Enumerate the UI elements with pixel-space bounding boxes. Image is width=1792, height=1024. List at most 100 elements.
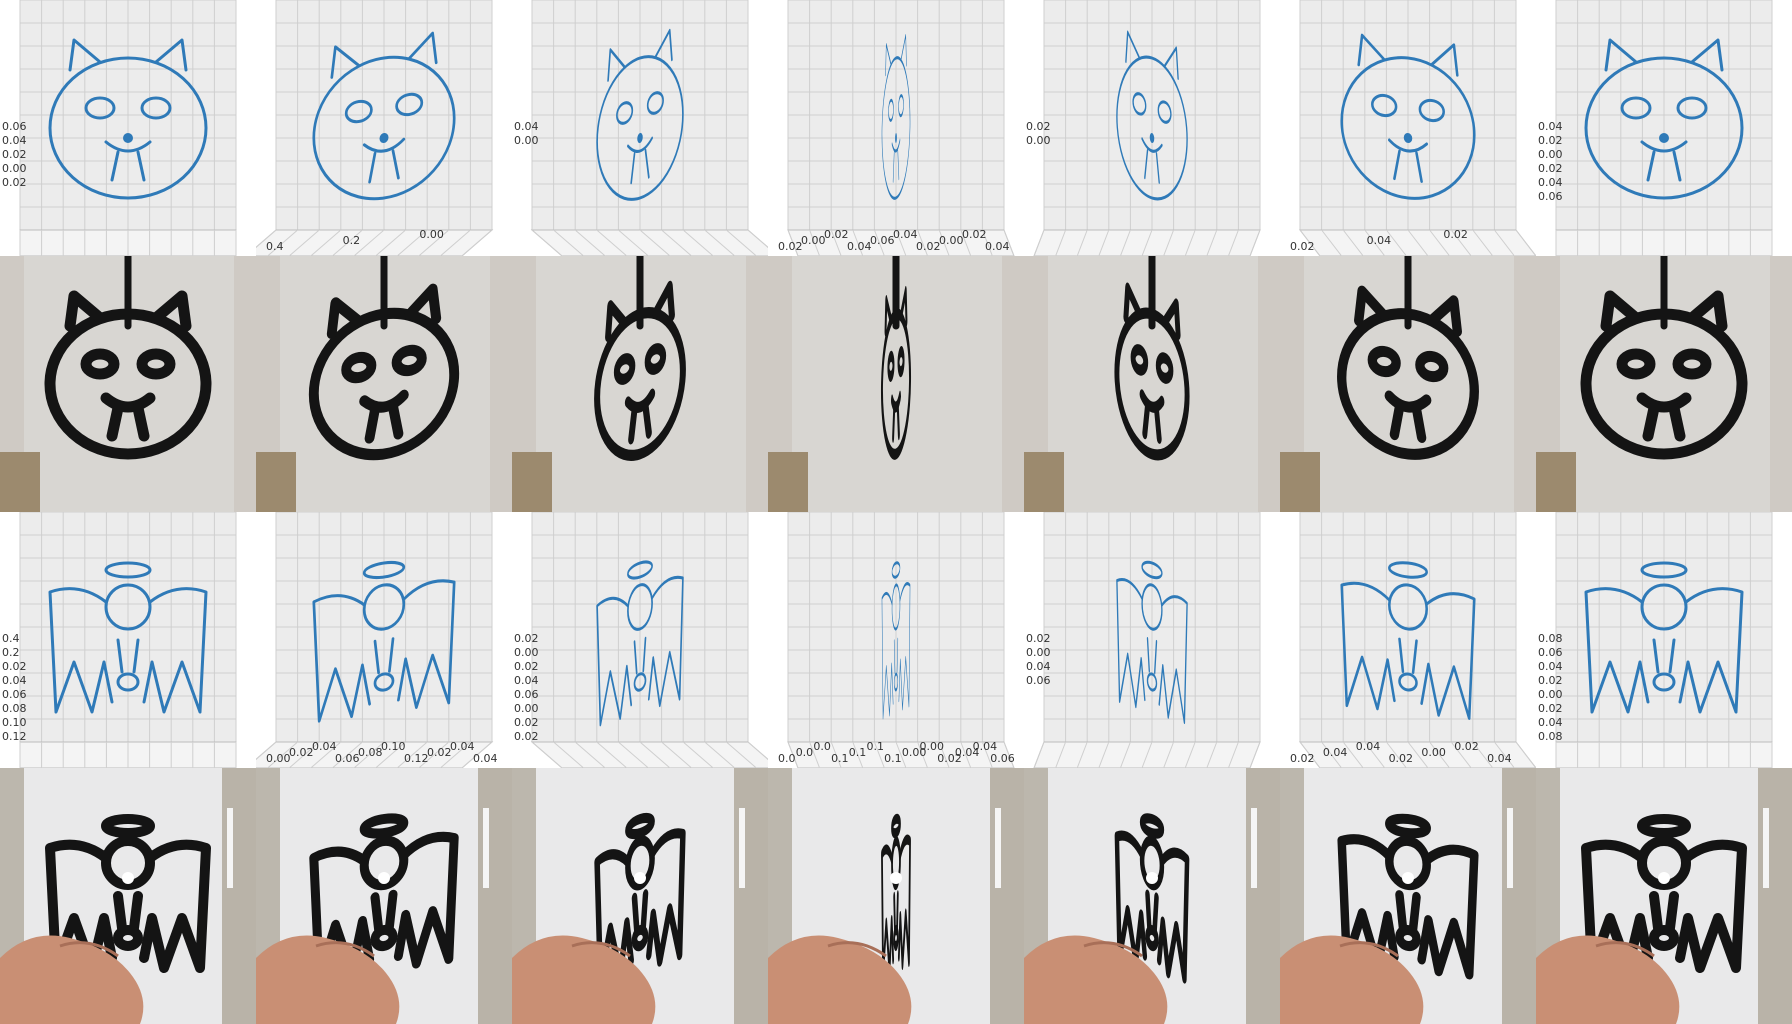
plot-grid [1298, 512, 1536, 768]
photos-hanging-print-panel-6 [1280, 256, 1536, 512]
photos-hanging-print-panel-5 [1024, 256, 1280, 512]
axis-tick-labels: 0.000.020.040.060.080.100.120.020.040.04 [266, 740, 498, 765]
hand [768, 935, 912, 1024]
tick-label: 0.12 [2, 730, 27, 743]
photos-hanging-print-panel-3 [512, 256, 768, 512]
axis-tick-labels: 0.060.040.020.000.02 [2, 120, 27, 189]
angel-printed-ornament [1114, 813, 1190, 984]
tick-label: 0.06 [1026, 674, 1051, 687]
axis-tick-labels: 0.020.000.020.040.060.040.020.000.020.04 [778, 228, 1010, 253]
tick-label: 0.02 [427, 746, 452, 759]
tick-label: 0.04 [1356, 740, 1381, 753]
tick-label: 0.4 [2, 632, 20, 645]
3d-plot-renders-panel-6: 0.02 0.04 0.02 [1280, 0, 1536, 256]
3d-plot-renders-panel-3: 0.02 0.00 0.02 0.04 0.06 0.00 0.02 0.02 [512, 512, 768, 768]
angel-printed-ornament [1337, 813, 1479, 980]
axis-tick-labels: 0.02 0.04 0.04 0.02 0.00 0.02 0.04 [1290, 740, 1512, 765]
tick-label: 0.02 [1026, 632, 1051, 645]
tick-label: 0.06 [2, 688, 27, 701]
tick-label: 0.00 [1026, 134, 1051, 147]
angel-3d-curve [312, 560, 456, 723]
cat-3d-curve [1340, 33, 1476, 200]
hand [1536, 935, 1680, 1024]
tick-label: 0.00 [920, 740, 945, 753]
tick-label: 0.10 [381, 740, 406, 753]
cat-3d-curve [1584, 38, 1744, 200]
tick-label: 0.1 [831, 752, 849, 765]
photos-hand-held-print-panel-2 [256, 768, 512, 1024]
3d-plot-renders-panel-7: 0.04 0.02 0.00 0.02 0.04 0.06 [1536, 0, 1792, 256]
tick-label: 0.06 [335, 752, 360, 765]
cat-3d-curve [48, 38, 208, 200]
tick-label: 0.00 [2, 162, 27, 175]
3d-plot-renders-panel-4: 0.0 0.0 0.0 0.1 0.1 0.1 0.1 0.00 0.00 0.02 0.04 0.0… [768, 512, 1024, 768]
tick-label: 0.00 [514, 134, 539, 147]
axis-tick-labels: 0.020.00 [1026, 120, 1051, 147]
axis-tick-labels: 0.020.000.020.040.060.000.020.02 [514, 632, 539, 743]
tick-label: 0.02 [937, 752, 962, 765]
tick-label: 0.04 [1026, 660, 1051, 673]
cat-3d-curve [596, 28, 684, 201]
tick-label: 0.02 [1454, 740, 1479, 753]
angel-printed-ornament [309, 813, 459, 983]
plot-grid [256, 0, 494, 256]
axis-tick-labels: 0.4 0.2 0.00 [266, 228, 444, 253]
tick-label: 0.04 [847, 240, 872, 253]
photos-hand-held-print-panel-6 [1280, 768, 1536, 1024]
plot-grid [787, 0, 1015, 256]
cat-3d-curve [1116, 30, 1188, 201]
row-angel-3d-plots: 0.4 0.2 0.02 0.04 0.06 0.08 0.10 0.12 0.00 0.02 0.… [0, 512, 1792, 768]
tick-label: 0.06 [990, 752, 1015, 765]
cat-printed-ornament [1337, 285, 1479, 460]
tick-label: 0.0 [813, 740, 831, 753]
tick-label: 0.04 [1538, 120, 1563, 133]
row-cat-photos [0, 256, 1792, 512]
tick-label: 0.04 [514, 674, 539, 687]
tick-label: 0.10 [2, 716, 27, 729]
tick-label: 0.00 [939, 234, 964, 247]
angel-3d-curve [1584, 561, 1744, 714]
axis-tick-labels: 0.040.00 [514, 120, 539, 147]
tick-label: 0.2 [2, 646, 20, 659]
tick-label: 0.06 [2, 120, 27, 133]
tick-label: 0.04 [1367, 234, 1392, 247]
light-glare [1402, 872, 1414, 884]
tick-label: 0.2 [343, 234, 361, 247]
tick-label: 0.04 [955, 746, 980, 759]
tick-label: 0.0 [778, 752, 796, 765]
tick-label: 0.02 [1389, 752, 1414, 765]
photos-hand-held-print-panel-1 [0, 768, 256, 1024]
plot-grid [1555, 0, 1773, 256]
tick-label: 0.06 [514, 688, 539, 701]
3d-plot-renders-panel-2: 0.4 0.2 0.00 [256, 0, 512, 256]
tick-label: 0.02 [2, 660, 27, 673]
tick-label: 0.00 [1538, 148, 1563, 161]
tick-label: 0.06 [1538, 646, 1563, 659]
tick-label: 0.02 [1026, 120, 1051, 133]
hand [1280, 935, 1424, 1024]
angel-3d-curve [1340, 561, 1476, 720]
hand [0, 935, 144, 1024]
light-glare [378, 872, 390, 884]
photos-hand-held-print-panel-7 [1536, 768, 1792, 1024]
tick-label: 0.00 [419, 228, 444, 241]
plot-grid [19, 0, 237, 256]
tick-label: 0.04 [1487, 752, 1512, 765]
plot-grid [530, 0, 768, 256]
hand [256, 935, 400, 1024]
plot-grid [1033, 0, 1261, 256]
3d-plot-renders-panel-6: 0.02 0.04 0.04 0.02 0.00 0.02 0.04 [1280, 512, 1536, 768]
tick-label: 0.02 [2, 148, 27, 161]
axis-tick-labels: 0.040.020.000.020.040.06 [1538, 120, 1563, 203]
angel-3d-curve [596, 560, 684, 727]
tick-label: 0.04 [1538, 660, 1563, 673]
3d-plot-renders-panel-5: 0.02 0.00 [1024, 0, 1280, 256]
light-glare [1658, 872, 1670, 884]
row-cat-3d-plots: 0.06 0.04 0.02 0.00 0.02 0.4 0.2 0.00 0.04 0.00 0.… [0, 0, 1792, 256]
photos-hand-held-print-panel-4 [768, 768, 1024, 1024]
tick-label: 0.08 [2, 702, 27, 715]
tick-label: 0.00 [1421, 746, 1446, 759]
tick-label: 0.02 [514, 716, 539, 729]
tick-label: 0.02 [514, 730, 539, 743]
cat-3d-curve [312, 31, 456, 201]
